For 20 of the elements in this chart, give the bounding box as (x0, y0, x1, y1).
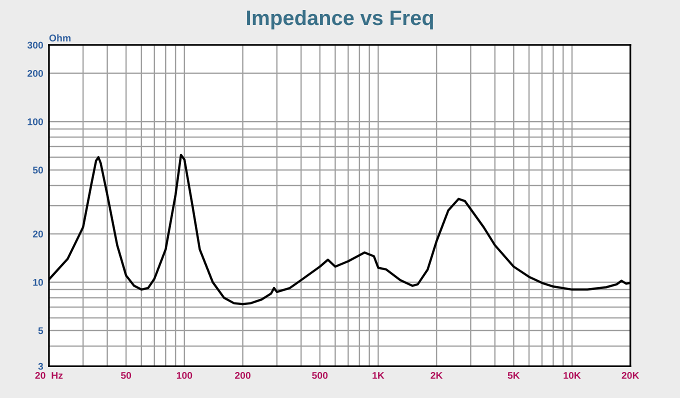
x-tick-label: 500 (312, 372, 328, 379)
x-tick-label: 2K (430, 372, 443, 379)
x-tick-label: 5K (508, 372, 520, 379)
chart-title: Impedance vs Freq (247, 10, 433, 30)
y-tick-label: 3 (38, 362, 44, 370)
y-tick-label: 10 (33, 278, 44, 286)
x-tick-label: 200 (234, 372, 250, 379)
y-tick-label: 100 (28, 118, 44, 126)
x-tick-label: 20 Hz (35, 372, 63, 379)
x-tick-label: 100 (176, 372, 192, 379)
x-tick-label: 20K (622, 372, 640, 379)
y-tick-label: 300 (27, 42, 44, 49)
y-tick-label: 20 (32, 230, 44, 238)
y-axis-title: Ohm (49, 34, 71, 42)
y-tick-label: 200 (28, 70, 44, 77)
y-tick-label: 50 (32, 166, 44, 174)
x-tick-label: 1K (372, 372, 384, 379)
y-tick-label: 5 (38, 327, 44, 334)
x-tick-label: 10K (564, 372, 581, 379)
x-tick-label: 50 (120, 372, 132, 379)
